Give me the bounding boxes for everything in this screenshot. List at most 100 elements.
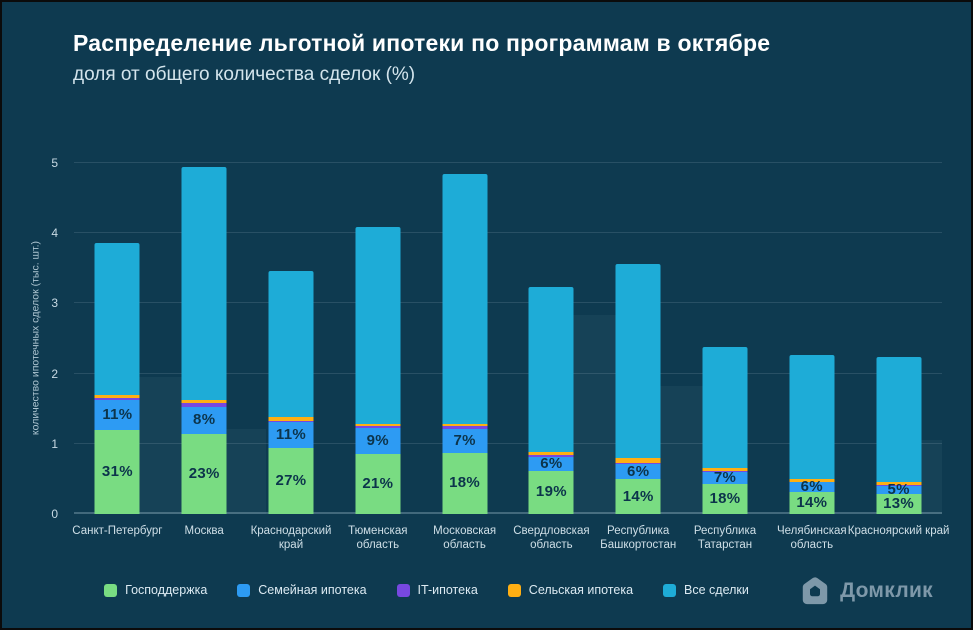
label-semeynaya: 7% [453,431,476,449]
legend: Господдержка Семейная ипотека IT-ипотека Се… [2,583,851,597]
label-semeynaya: 6% [627,462,650,480]
label-gospodderzhka: 23% [188,465,220,483]
legend-label-gos: Господдержка [125,583,208,597]
segment-rural [94,394,140,398]
legend-item-sem: Семейная ипотека [237,583,367,597]
segment-it [528,455,574,458]
segment-it [615,462,661,465]
category-label: Краснодарский край [250,525,332,551]
category-label: Свердловская область [513,525,590,551]
segment-sem [355,427,401,454]
y-tick-label-3: 3 [51,296,58,311]
domclick-logo: Домклик [799,575,933,607]
legend-label-sem: Семейная ипотека [258,583,367,597]
label-semeynaya: 7% [713,469,737,487]
label-gospodderzhka: 18% [449,474,481,492]
gridline-4 [74,232,942,234]
gridline-0 [74,512,942,514]
category-label: Москва [184,525,224,537]
stacked-bar: 31% 11% [94,243,140,514]
segment-all [442,174,488,424]
stacked-bar: 21% 9% [355,226,401,514]
bar-group-1: 31% 11% [74,163,161,514]
legend-swatch-gos [104,583,118,597]
segment-it [702,471,748,473]
legend-item-it: IT-ипотека [396,583,478,597]
segment-gos [181,434,227,514]
segment-rural [268,416,314,421]
segment-it [268,420,314,422]
stacked-bar: 14% 6% [789,355,835,514]
label-gospodderzhka: 14% [796,493,828,511]
label-gospodderzhka: 21% [362,474,394,492]
segment-gos [528,470,574,514]
legend-item-all: Все сделки [663,583,749,597]
stacked-bar: 23% 8% [181,167,227,514]
bar-group-8: 18% 7% [682,163,769,514]
stacked-bar: 13% 5% [876,356,922,514]
chart-title: Распределение льготной ипотеки по програ… [73,30,771,56]
y-tick-label-2: 2 [51,366,58,381]
y-tick-label-4: 4 [51,226,58,241]
y-tick-label-5: 5 [51,156,58,170]
segment-rural [789,479,835,482]
label-semeynaya: 9% [366,431,389,449]
legend-swatch-rural [507,583,521,597]
label-gospodderzhka: 14% [622,487,654,505]
stacked-bar: 19% 6% [528,287,574,514]
legend-swatch-it [396,583,410,597]
segment-it [181,403,227,407]
label-gospodderzhka: 18% [709,489,741,507]
segment-rural [876,481,922,485]
category-label: Тюменская область [348,525,408,551]
stacked-bar: 18% 7% [702,346,748,514]
bar-group-10: 13% 5% [855,163,942,514]
segment-all [181,167,227,400]
segment-gos [789,491,835,514]
segment-all [789,355,835,480]
bar-group-2: 23% 8% [161,163,248,514]
category-label: Красноярский край [847,525,950,537]
category-label: Республика Татарстан [693,525,757,551]
segment-it [789,481,835,483]
segment-rural [181,399,227,404]
bar-group-4: 21% 9% [334,163,421,514]
category-label: Челябинская область [776,525,847,551]
segment-all [702,346,748,469]
segment-sem [528,457,574,471]
legend-label-it: IT-ипотека [417,583,478,597]
label-semeynaya: 5% [887,480,910,498]
gridline-1 [74,442,942,444]
legend-label-all: Все сделки [684,583,749,597]
segment-all [268,271,314,417]
chart-subtitle: доля от общего количества сделок (%) [73,64,416,85]
segment-gos [355,453,401,514]
label-semeynaya: 11% [102,406,133,424]
category-label: Московская область [433,525,497,551]
segment-all [615,264,661,458]
segment-gos [615,479,661,514]
gridline-2 [74,372,942,374]
bar-group-6: 19% 6% [508,163,595,514]
label-gospodderzhka: 13% [883,494,915,512]
segment-sem [876,485,922,494]
segment-rural [355,423,401,427]
segment-gos [876,493,922,514]
label-semeynaya: 6% [800,478,823,496]
segment-sem [615,464,661,480]
segment-gos [268,448,314,514]
label-gospodderzhka: 19% [535,483,567,501]
y-axis-title: количество ипотечных сделок (тыс. шт.) [29,240,42,436]
segment-all [528,287,574,452]
segment-it [94,397,140,401]
label-semeynaya: 6% [540,455,563,473]
category-label: Республика Башкортостан [600,525,677,551]
label-gospodderzhka: 31% [101,463,133,480]
gridline-3 [74,302,942,304]
bar-group-5: 18% 7% [421,163,508,514]
segment-rural [615,457,661,463]
segment-gos [94,430,140,514]
legend-swatch-all [663,583,677,597]
segment-all [876,356,922,482]
